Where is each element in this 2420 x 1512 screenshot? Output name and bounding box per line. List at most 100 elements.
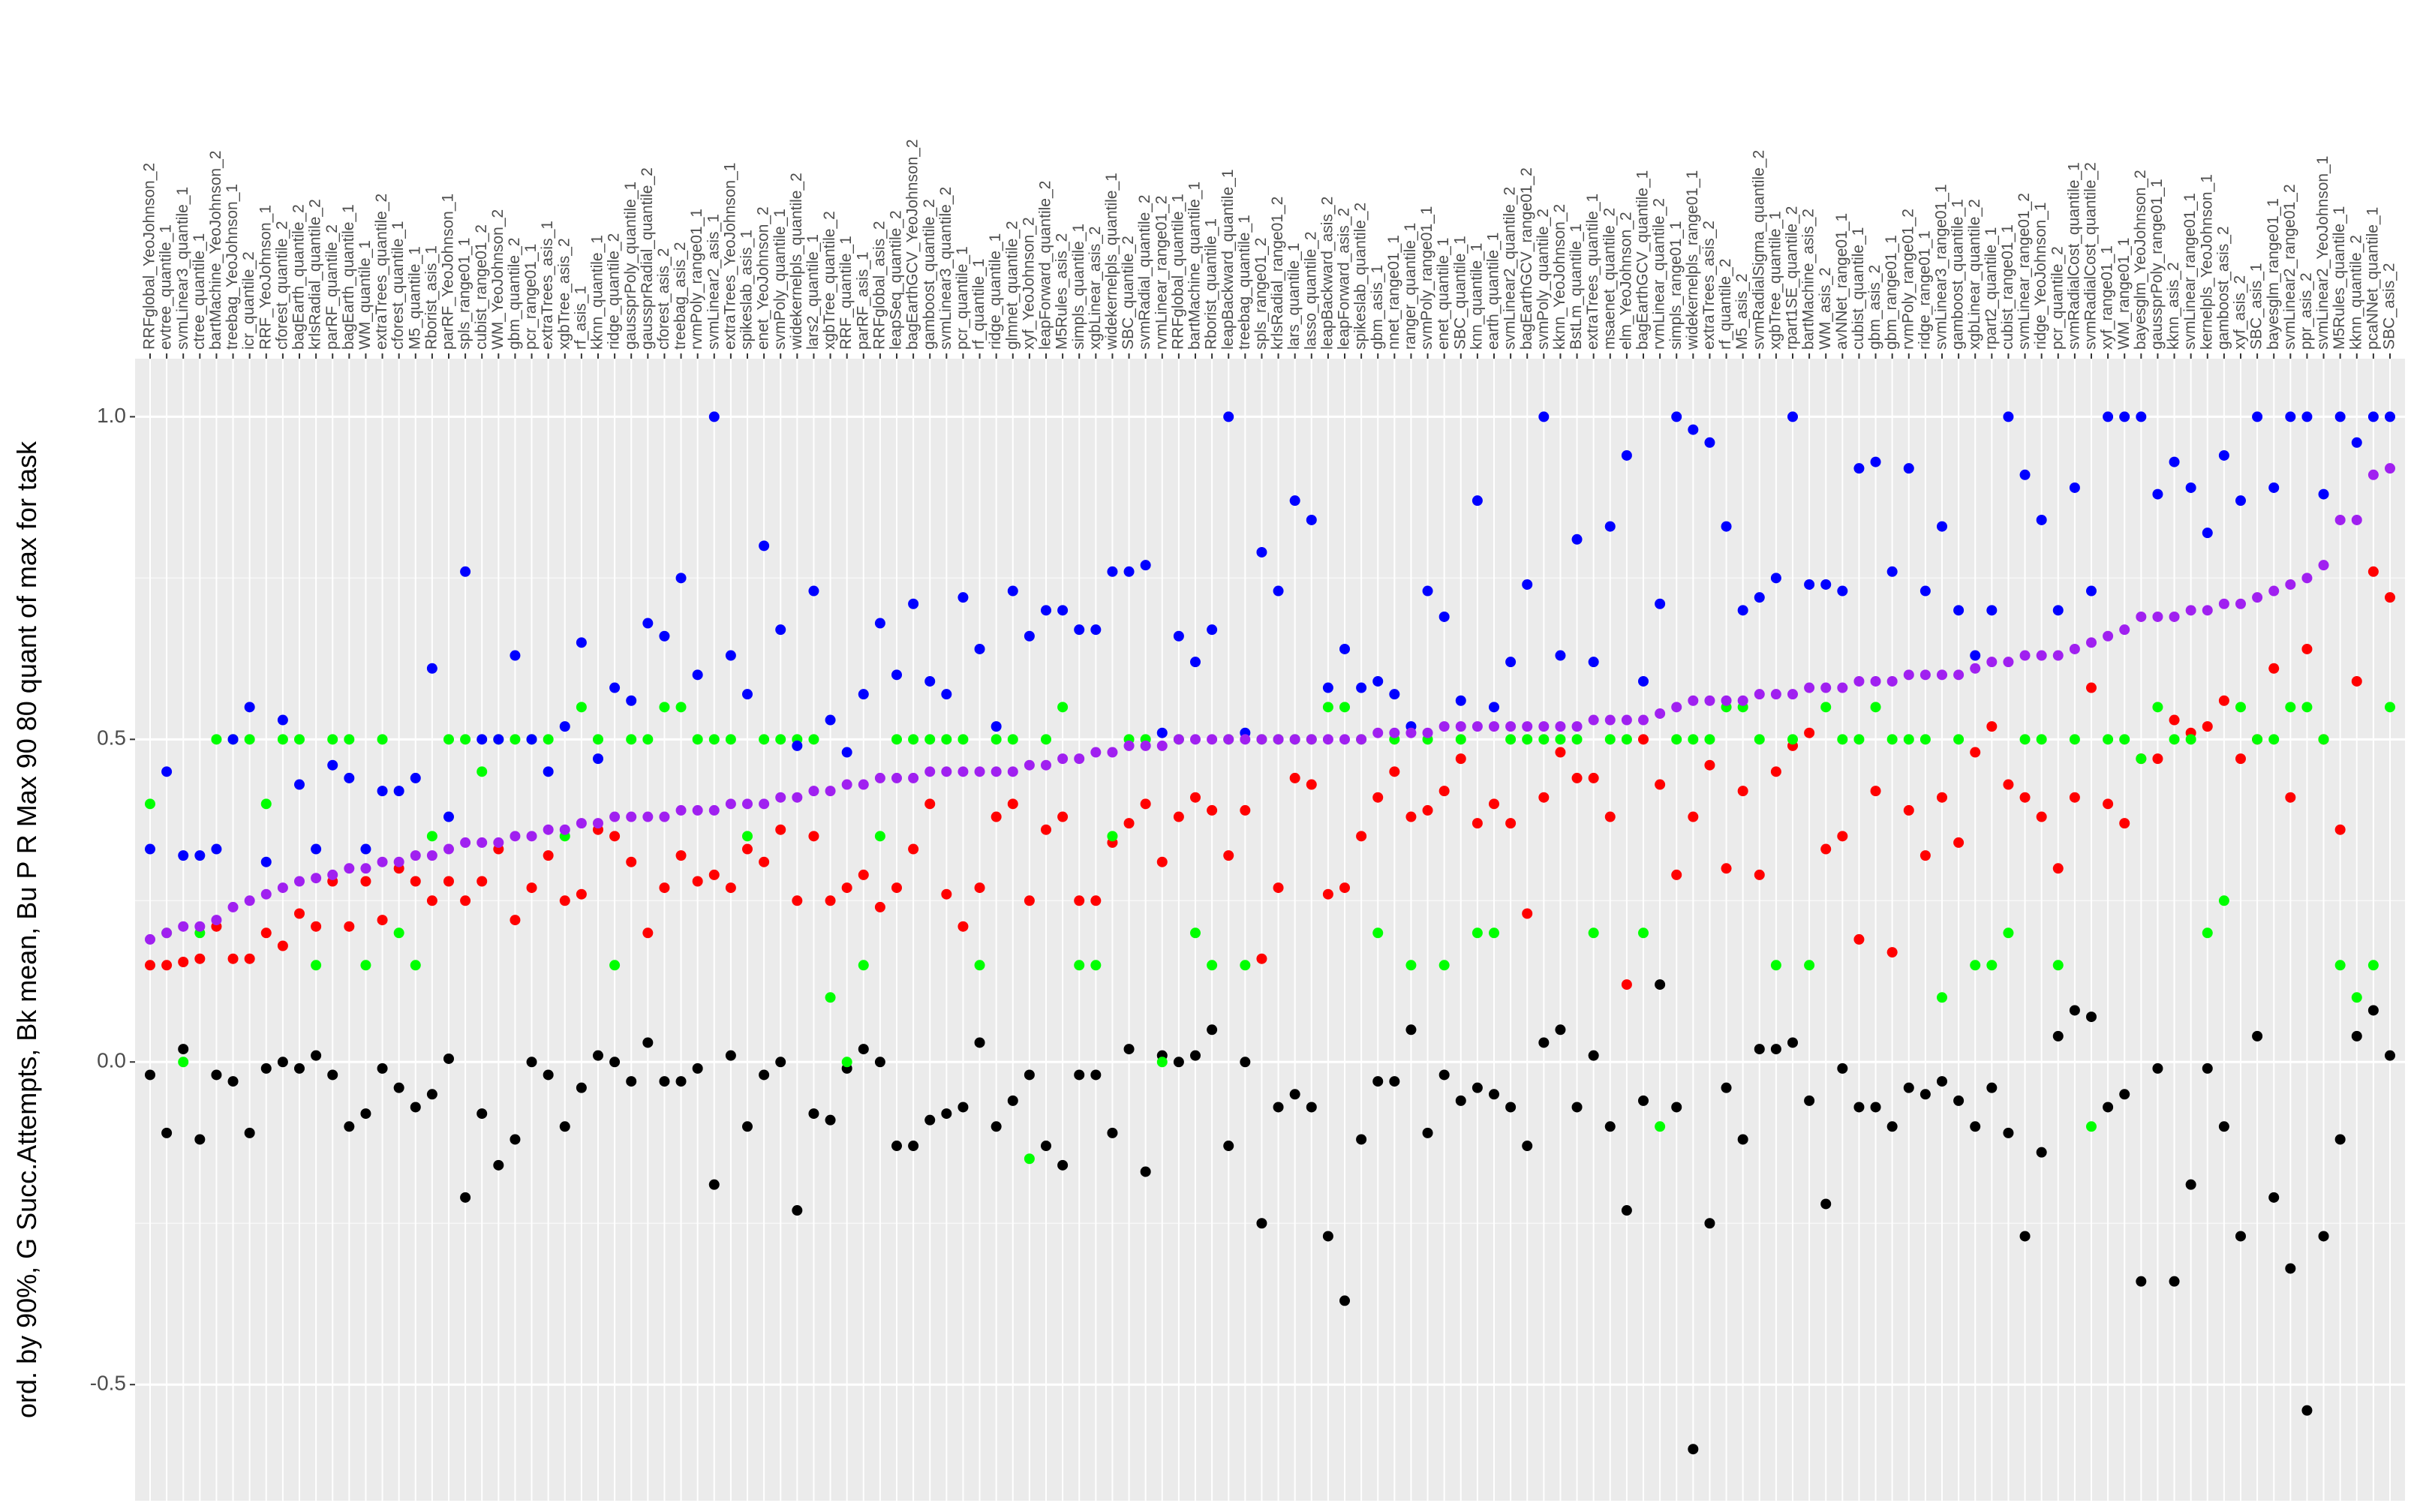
- point: [2052, 863, 2064, 874]
- point: [858, 1044, 869, 1055]
- point: [1522, 579, 1533, 590]
- x-tick-label: enet_quantile_1: [1435, 238, 1452, 350]
- x-tick-label: extraTrees_quantile_1: [1584, 194, 1601, 350]
- point: [1953, 605, 1965, 616]
- point: [1754, 1044, 1765, 1055]
- point: [543, 824, 554, 835]
- point: [526, 831, 537, 842]
- point: [393, 856, 404, 867]
- point: [1837, 734, 1848, 745]
- point: [991, 734, 1002, 745]
- point: [2169, 734, 2180, 745]
- point: [1953, 837, 1965, 848]
- point: [1472, 721, 1483, 732]
- point: [1538, 1037, 1550, 1048]
- x-tick-label: SBC_asis_2: [2381, 263, 2398, 350]
- point: [1107, 747, 1118, 758]
- point: [2318, 1231, 2329, 1242]
- point: [559, 824, 570, 835]
- point: [2019, 469, 2031, 480]
- point: [1438, 960, 1450, 971]
- point: [1438, 786, 1450, 797]
- point: [1240, 1057, 1251, 1068]
- point: [1804, 727, 1815, 738]
- point: [1870, 456, 1881, 467]
- point: [808, 831, 819, 842]
- point: [659, 630, 670, 642]
- point: [941, 1108, 952, 1120]
- point: [609, 960, 621, 971]
- point: [1870, 675, 1881, 687]
- point: [858, 960, 869, 971]
- point: [908, 1141, 919, 1152]
- point: [1356, 1134, 1367, 1145]
- point: [194, 953, 206, 964]
- x-tick-label: xgbLinear_asis_2: [1087, 226, 1104, 350]
- point: [1173, 1057, 1184, 1068]
- point: [924, 734, 936, 745]
- x-tick-label: M5Rules_asis_2: [1054, 233, 1071, 350]
- point: [825, 714, 836, 726]
- point: [1007, 585, 1018, 597]
- point: [2003, 411, 2014, 422]
- point: [1704, 734, 1715, 745]
- point: [1156, 727, 1168, 738]
- x-tick-label: leapBackward_quantile_1: [1219, 169, 1237, 350]
- point: [476, 837, 488, 848]
- point: [1041, 734, 1051, 745]
- point: [891, 772, 902, 783]
- point: [2252, 1030, 2263, 1042]
- x-tick-label: svmLinear3_quantile_2: [937, 187, 954, 350]
- x-tick-label: M5_quantile_1: [406, 246, 423, 350]
- x-tick-label: rf_quantile_1: [970, 259, 988, 350]
- point: [1289, 772, 1300, 783]
- point: [1173, 811, 1184, 822]
- point: [2169, 1276, 2180, 1287]
- x-tick-label: pcr_quantile_1: [954, 246, 971, 350]
- point: [2235, 702, 2246, 713]
- point: [1571, 1102, 1583, 1113]
- point: [1737, 786, 1748, 797]
- point: [1505, 721, 1517, 732]
- point: [161, 927, 173, 939]
- point: [1688, 811, 1699, 822]
- point: [260, 1063, 272, 1074]
- point: [1107, 831, 1118, 842]
- point: [1438, 1069, 1450, 1081]
- point: [1655, 779, 1666, 790]
- point: [1090, 747, 1102, 758]
- point: [1770, 766, 1781, 777]
- point: [2285, 1263, 2296, 1274]
- point: [294, 779, 305, 790]
- point: [1804, 960, 1815, 971]
- point: [2318, 488, 2329, 500]
- point: [2385, 463, 2395, 474]
- x-tick-label: gbm_quantile_2: [506, 238, 523, 350]
- point: [742, 1121, 753, 1132]
- point: [908, 772, 919, 783]
- point: [1820, 1198, 1832, 1210]
- point: [2202, 1063, 2213, 1074]
- x-tick-label: cubist_quantile_1: [1850, 227, 1867, 350]
- point: [1240, 960, 1251, 971]
- point: [1704, 1218, 1715, 1229]
- x-tick-label: widekernelpls_range01_1: [1684, 170, 1701, 350]
- x-tick-label: pcr_quantile_2: [2049, 246, 2066, 350]
- point: [2052, 1030, 2064, 1042]
- x-tick-label: cforest_asis_2: [655, 248, 672, 350]
- point: [1489, 927, 1499, 939]
- point: [1472, 1082, 1483, 1093]
- point: [1522, 1141, 1533, 1152]
- x-tick-label: svmPoly_quantile_2: [1535, 209, 1552, 350]
- point: [2136, 611, 2147, 622]
- x-tick-label: leapSeq_quantile_2: [888, 210, 905, 350]
- x-tick-label: parRF_quantile_2: [323, 224, 341, 350]
- point: [1207, 1024, 1218, 1036]
- point: [1655, 1121, 1666, 1132]
- x-tick-label: icr_quantile_2: [240, 251, 257, 350]
- point: [1737, 695, 1748, 706]
- point: [2019, 734, 2031, 745]
- point: [1041, 605, 1051, 616]
- point: [1704, 695, 1715, 706]
- point: [2252, 734, 2263, 745]
